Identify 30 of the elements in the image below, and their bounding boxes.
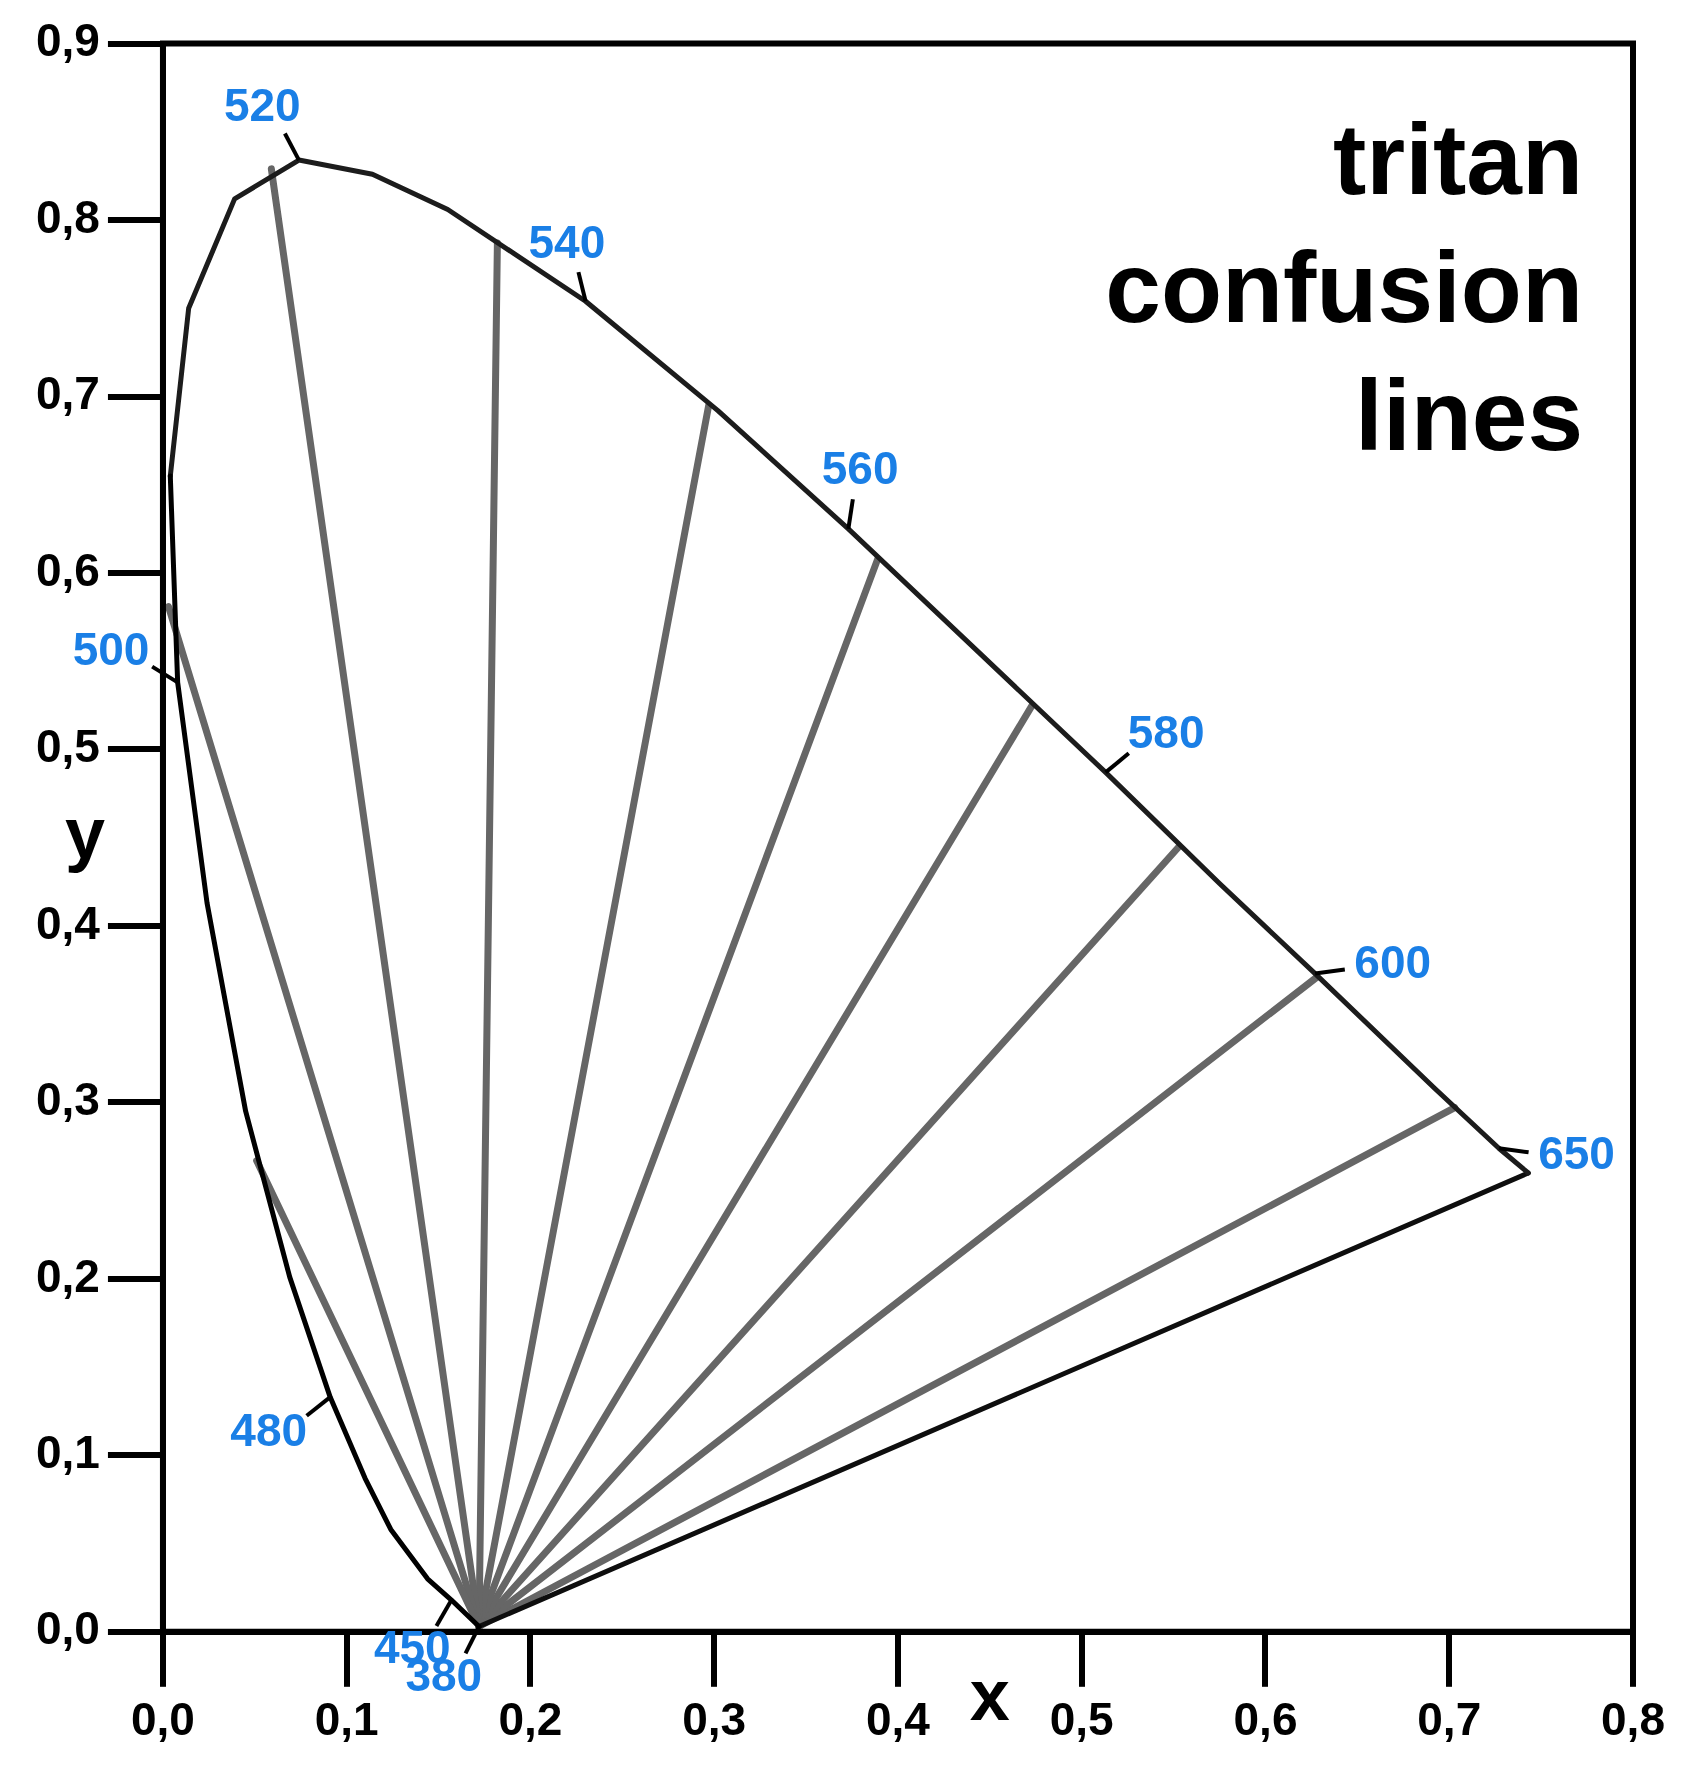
x-tick-label: 0,2 <box>498 1693 563 1746</box>
x-tick-label: 0,1 <box>314 1693 379 1746</box>
annotation: 540 <box>528 215 606 268</box>
y-tick-label: 0,7 <box>35 367 100 420</box>
y-tick-label: 0,8 <box>35 190 100 243</box>
y-tick-label: 0,9 <box>35 14 100 67</box>
y-tick-label: 0,1 <box>35 1426 100 1479</box>
y-tick-label: 0,3 <box>35 1073 100 1126</box>
x-tick-label: 0,3 <box>682 1693 747 1746</box>
annotation: 600 <box>1354 936 1432 989</box>
annotation: 480 <box>230 1403 308 1456</box>
annotation: 500 <box>72 622 150 675</box>
x-tick-label: 0,6 <box>1233 1693 1298 1746</box>
x-tick-label: 0,5 <box>1049 1693 1114 1746</box>
y-tick-label: 0,0 <box>35 1602 100 1655</box>
x-tick-label: 0,8 <box>1601 1693 1665 1746</box>
y-axis-title: y <box>64 792 105 873</box>
annotation: 520 <box>223 79 301 132</box>
annotation: 580 <box>1127 706 1205 759</box>
x-axis-title: x <box>969 1654 1010 1735</box>
x-tick-label: 0,7 <box>1417 1693 1482 1746</box>
annotation: 650 <box>1538 1126 1615 1179</box>
x-tick-label: 0,4 <box>866 1693 931 1746</box>
y-tick-label: 0,6 <box>35 543 100 596</box>
y-tick-label: 0,2 <box>35 1249 100 1302</box>
annotation: 560 <box>821 442 899 495</box>
x-tick-label: 0,0 <box>130 1693 195 1746</box>
y-tick-label: 0,5 <box>35 720 100 773</box>
y-tick-label: 0,4 <box>35 896 101 949</box>
text: tritan confusion lines <box>1105 102 1583 471</box>
